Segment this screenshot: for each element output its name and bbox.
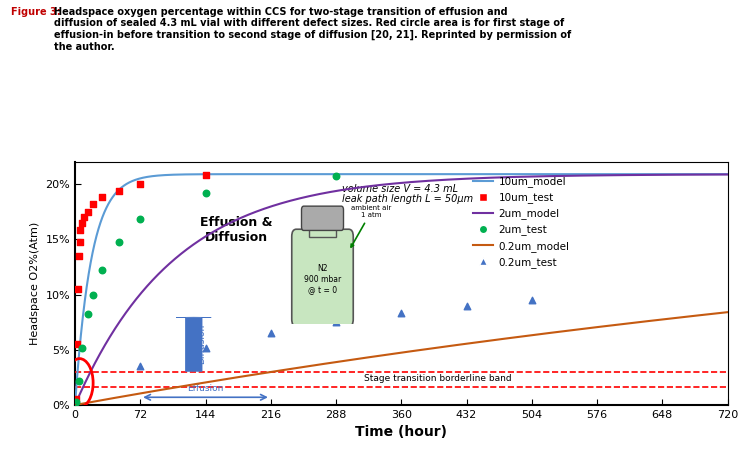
Point [526, 297, 538, 304]
Text: Effusion &
Diffusion: Effusion & Diffusion [200, 216, 272, 244]
Text: Figure 3:: Figure 3: [11, 7, 64, 17]
Text: Diffusion: Diffusion [197, 324, 206, 365]
Point [134, 216, 146, 223]
Text: Headspace oxygen percentage within CCS for two-stage transition of effusion and
: Headspace oxygen percentage within CCS f… [54, 7, 572, 52]
Point [460, 302, 472, 309]
Point [78, 214, 90, 221]
Point [87, 291, 99, 298]
Point [112, 187, 125, 194]
Text: N2
900 mbar
@ t = 0: N2 900 mbar @ t = 0 [304, 264, 341, 294]
Text: ambient air
1 atm: ambient air 1 atm [351, 205, 392, 247]
Point [70, 398, 82, 405]
Text: leak path length L = 50μm: leak path length L = 50μm [342, 194, 473, 204]
Point [73, 252, 85, 260]
Point [87, 200, 99, 207]
FancyBboxPatch shape [302, 206, 344, 230]
Text: volume size V = 4.3 mL: volume size V = 4.3 mL [342, 184, 458, 194]
X-axis label: Time (hour): Time (hour) [356, 425, 447, 439]
Point [70, 341, 82, 348]
Text: Effusion: Effusion [188, 384, 224, 393]
Point [330, 173, 342, 180]
Point [73, 377, 85, 384]
Point [200, 344, 211, 351]
Point [74, 227, 86, 234]
Text: Stage transition borderline band: Stage transition borderline band [364, 374, 512, 383]
Point [96, 194, 108, 201]
FancyBboxPatch shape [292, 229, 353, 326]
Point [82, 208, 94, 215]
Point [70, 396, 82, 403]
Point [134, 363, 146, 370]
Point [200, 171, 211, 179]
Point [200, 189, 211, 197]
Point [134, 180, 146, 188]
Point [265, 329, 277, 337]
Point [82, 311, 94, 318]
Point [76, 219, 88, 226]
Y-axis label: Headspace O2%(Atm): Headspace O2%(Atm) [30, 222, 40, 345]
Point [330, 319, 342, 326]
Point [72, 285, 84, 292]
Bar [309, 227, 336, 237]
Point [96, 267, 108, 274]
Point [112, 238, 125, 245]
Point [74, 238, 86, 245]
Point [76, 344, 88, 351]
Legend: 10um_model, 10um_test, 2um_model, 2um_test, 0.2um_model, 0.2um_test: 10um_model, 10um_test, 2um_model, 2um_te… [469, 172, 574, 272]
Point [395, 310, 407, 317]
